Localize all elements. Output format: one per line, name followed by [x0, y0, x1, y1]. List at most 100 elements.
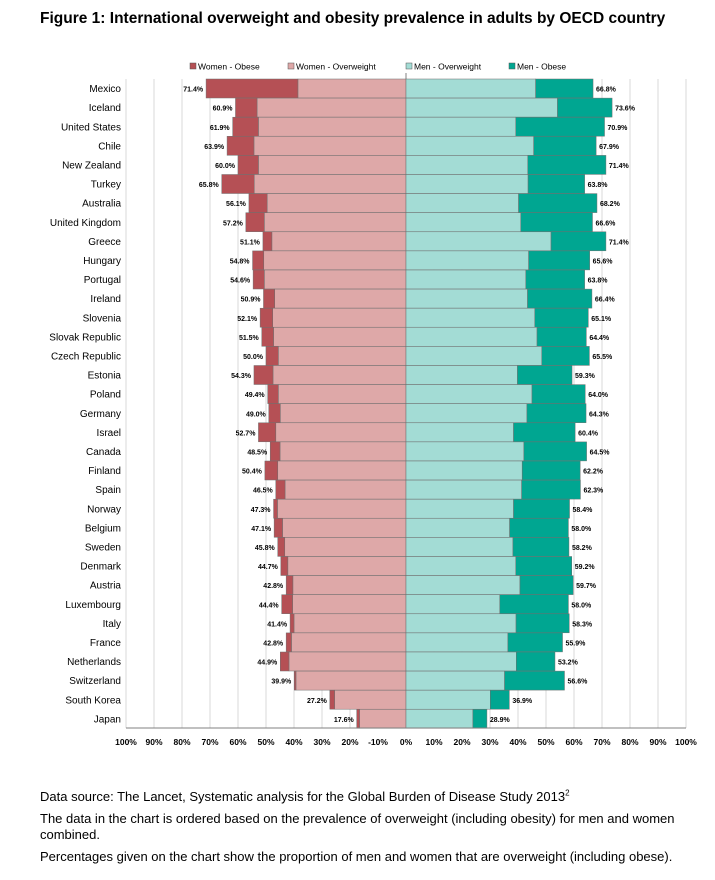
bar-men-obese — [513, 422, 576, 443]
x-tick-label: 30% — [313, 737, 330, 747]
bar-women-obese — [253, 365, 274, 385]
value-label-women: 47.1% — [251, 526, 272, 533]
bar-women-obese — [232, 116, 259, 137]
bar-women-overweight — [277, 498, 407, 519]
legend-label: Men - Obese — [517, 62, 566, 72]
bar-women-overweight — [273, 327, 407, 347]
value-label-men: 59.2% — [575, 564, 596, 571]
value-label-men: 66.6% — [595, 220, 616, 227]
x-tick-label: 80% — [621, 737, 638, 747]
value-label-women: 56.1% — [226, 201, 247, 208]
bar-men-obese — [557, 97, 613, 118]
bar-women-obese — [329, 689, 335, 710]
value-label-men: 63.8% — [588, 182, 609, 189]
value-label-women: 47.3% — [251, 507, 272, 514]
bar-women-obese — [273, 498, 278, 519]
bar-men-overweight — [405, 174, 529, 194]
bars — [205, 78, 613, 729]
value-label-men: 65.1% — [591, 316, 612, 323]
value-label-men: 36.9% — [512, 698, 533, 705]
bar-women-obese — [265, 346, 279, 366]
bar-men-overweight — [405, 384, 533, 404]
x-tick-label: 20% — [453, 737, 470, 747]
bar-men-obese — [527, 288, 593, 309]
bar-men-overweight — [405, 537, 514, 557]
country-label: Turkey — [91, 180, 121, 191]
bar-women-obese — [258, 422, 277, 443]
country-label: Belgium — [85, 523, 121, 534]
bar-women-overweight — [278, 346, 407, 366]
value-label-women: 65.8% — [199, 182, 220, 189]
percentages-note: Percentages given on the chart show the … — [40, 849, 673, 864]
bar-women-obese — [263, 288, 275, 309]
bar-men-overweight — [405, 116, 517, 137]
country-label: Ireland — [90, 294, 121, 305]
bar-women-overweight — [277, 460, 407, 481]
chart-legend: Women - Obese Women - Overweight Men - Ove… — [189, 62, 566, 72]
bar-women-obese — [275, 479, 286, 500]
country-label: United States — [61, 122, 121, 133]
bar-women-overweight — [292, 575, 407, 595]
bar-women-overweight — [359, 709, 407, 729]
bar-men-obese — [528, 250, 590, 271]
country-label: Canada — [86, 447, 121, 458]
value-label-men: 66.4% — [595, 297, 616, 304]
x-axis: 100% 90% 80% 70% 60% 50% 40% 30% 20% -10% 0% 10% 20%… — [115, 727, 697, 747]
bar-women-obese — [248, 193, 268, 213]
value-label-women: 44.7% — [258, 564, 279, 571]
value-label-women: 44.4% — [259, 602, 280, 609]
value-label-women: 60.9% — [213, 106, 234, 113]
value-label-women: 41.4% — [267, 621, 288, 628]
bar-men-overweight — [405, 250, 529, 271]
bar-men-obese — [523, 441, 587, 462]
country-label: Germany — [80, 409, 121, 420]
bar-men-overweight — [405, 460, 523, 481]
bar-women-overweight — [264, 269, 407, 290]
country-label: Estonia — [88, 371, 122, 382]
value-label-men: 64.3% — [589, 411, 610, 418]
bar-women-overweight — [278, 384, 407, 404]
value-label-men: 58.0% — [571, 526, 592, 533]
country-label: Poland — [90, 390, 121, 401]
x-tick-label: 100% — [675, 737, 697, 747]
bar-men-obese — [527, 174, 585, 194]
country-label: South Korea — [65, 695, 121, 706]
country-label: Netherlands — [67, 657, 121, 668]
country-label: Switzerland — [69, 676, 121, 687]
bar-men-obese — [517, 365, 573, 385]
country-label: Portugal — [84, 275, 121, 286]
ordering-note: The data in the chart is ordered based o… — [40, 811, 675, 842]
value-label-women: 27.2% — [307, 698, 328, 705]
value-label-men: 59.7% — [576, 583, 597, 590]
bar-men-obese — [541, 346, 590, 366]
bar-women-overweight — [253, 136, 407, 156]
country-label: Norway — [87, 504, 121, 515]
country-label: Australia — [82, 199, 121, 210]
bar-men-overweight — [405, 709, 474, 729]
value-label-women: 63.9% — [204, 144, 225, 151]
value-labels: 71.4% 66.8% 60.9% 73.6% 61.9% 70.9% 63.9% 67.9%… — [183, 87, 635, 724]
bar-men-obese — [519, 575, 574, 595]
value-label-men: 58.4% — [573, 507, 594, 514]
bar-men-obese — [516, 651, 556, 672]
bar-men-obese — [533, 136, 597, 156]
value-label-women: 51.1% — [240, 239, 261, 246]
legend-label: Women - Obese — [198, 62, 260, 72]
value-label-men: 64.0% — [588, 392, 609, 399]
bar-women-overweight — [282, 518, 407, 538]
bar-men-obese — [527, 155, 607, 175]
bar-men-obese — [515, 613, 570, 634]
value-label-women: 54.3% — [231, 373, 252, 380]
bar-men-obese — [513, 498, 570, 519]
value-label-men: 59.3% — [575, 373, 596, 380]
bar-men-obese — [535, 78, 594, 99]
bar-women-overweight — [258, 116, 407, 137]
bar-women-overweight — [295, 670, 407, 691]
value-label-men: 55.9% — [566, 640, 587, 647]
bar-men-overweight — [405, 78, 536, 99]
value-label-men: 58.0% — [571, 602, 592, 609]
value-label-men: 68.2% — [600, 201, 621, 208]
country-label: Chile — [98, 141, 121, 152]
bar-women-overweight — [253, 174, 407, 194]
bar-women-obese — [280, 651, 290, 672]
